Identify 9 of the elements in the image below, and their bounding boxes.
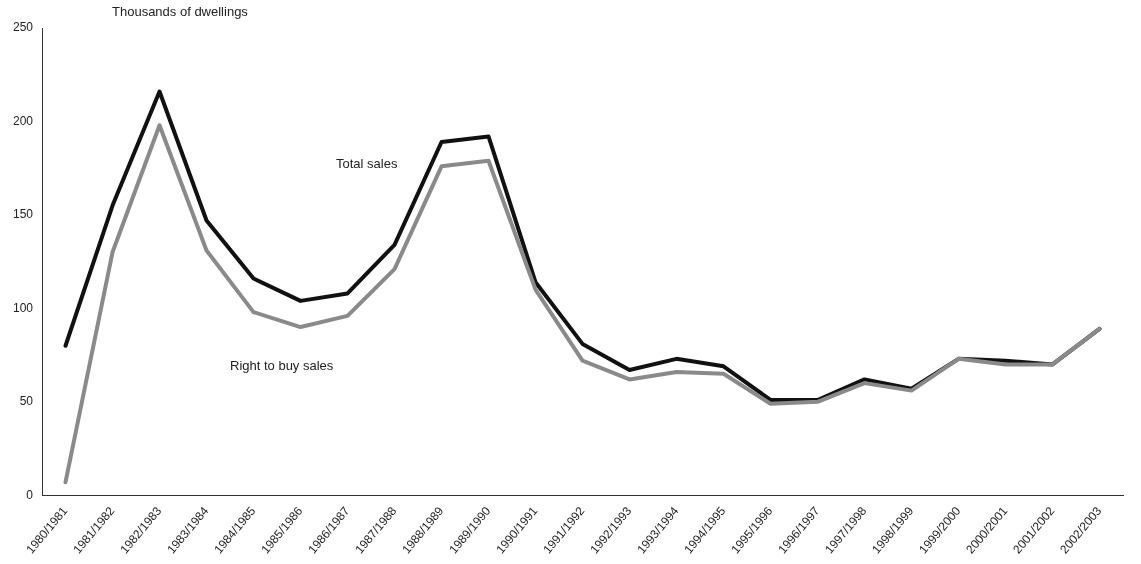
text: Total sales	[336, 155, 398, 171]
y-axis-title: Thousands of dwellings	[112, 4, 248, 19]
y-tick-label: 150	[12, 207, 34, 222]
y-tick-label: 250	[12, 20, 34, 35]
y-tick-label: 100	[12, 300, 34, 315]
y-tick-label: 50	[19, 394, 34, 409]
y-tick-label: 200	[12, 113, 34, 128]
text: Right to buy sales	[230, 357, 334, 373]
y-tick-label: 0	[26, 487, 34, 502]
